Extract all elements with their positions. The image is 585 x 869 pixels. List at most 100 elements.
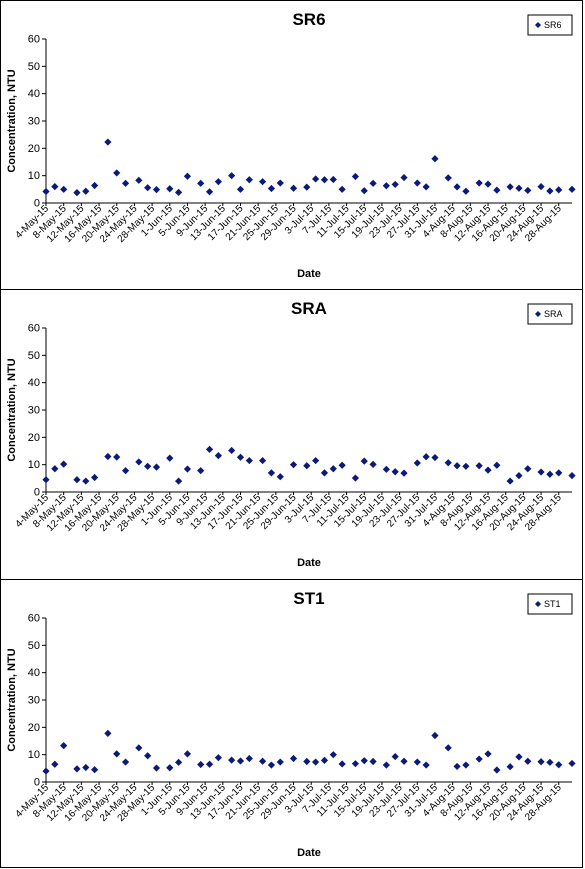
data-point-st1 [228,756,236,764]
data-point-st1 [42,767,50,775]
data-point-st1 [369,757,377,766]
data-point-sra [42,476,50,484]
y-tick-label: 20 [28,722,40,734]
data-point-st1 [175,758,183,766]
data-point-sr6 [413,179,421,187]
data-point-st1 [104,729,112,737]
data-point-st1 [214,754,222,762]
data-point-st1 [289,754,298,763]
data-point-st1 [484,750,492,758]
y-tick-label: 20 [28,432,40,444]
data-point-sra [351,474,360,482]
data-point-st1 [524,757,532,765]
data-point-sra [431,453,439,462]
data-point-sr6 [104,138,112,146]
data-point-sra [546,470,554,478]
data-point-sr6 [360,187,368,195]
y-tick-label: 30 [28,695,40,707]
data-point-sr6 [506,183,514,191]
data-point-sr6 [214,178,222,186]
chart-title: ST1 [293,589,324,608]
y-tick-label: 10 [28,749,40,761]
data-point-sr6 [144,184,152,192]
data-point-sr6 [175,188,183,196]
data-point-sra [82,477,90,485]
data-point-sra [276,473,284,481]
data-point-st1 [60,742,68,750]
data-point-sr6 [113,169,121,177]
data-point-sra [475,462,483,470]
legend-label: SRA [544,309,563,319]
chart-panel-st1: ST1 0 10 20 30 40 50 60 Concentration, NTU 4-May-… [0,579,583,868]
chart-panel-sr6: SR6 0 10 20 30 40 50 60 Concentration, NTU 4-May-… [0,0,583,290]
data-point-st1 [413,758,421,766]
data-point-sra [537,468,545,476]
legend-label: ST1 [544,599,561,609]
data-point-st1 [506,763,514,771]
data-point-sra [444,459,452,467]
data-point-st1 [197,760,205,769]
data-point-sr6 [484,180,492,188]
data-point-st1 [258,757,267,765]
data-point-sra [391,468,399,476]
legend-label: SR6 [544,20,562,30]
data-point-sra [60,460,68,468]
data-point-sr6 [537,183,545,191]
data-point-sr6 [73,189,81,197]
data-point-st1 [382,761,390,769]
chart-title: SRA [291,299,327,318]
data-point-st1 [453,762,461,771]
data-point-sr6 [369,179,377,187]
x-axis-title: Date [297,847,321,859]
data-point-sra [338,461,346,469]
chart-title: SR6 [292,10,325,29]
data-point-sra [135,458,143,466]
data-point-sr6 [338,185,346,193]
y-tick-label: 50 [28,61,40,73]
data-point-sra [166,454,174,462]
y-axis-title: Concentration, NTU [6,358,18,461]
data-point-sr6 [121,179,130,187]
data-point-sra [289,461,298,469]
data-point-st1 [351,760,360,768]
legend-box [527,593,573,615]
data-point-sra [515,472,523,480]
data-point-sra [205,445,214,453]
data-point-st1 [267,761,276,769]
data-point-st1 [144,752,152,760]
data-point-st1 [493,766,501,774]
data-point-sr6 [320,176,329,184]
data-point-sr6 [312,175,320,183]
data-point-sr6 [197,179,205,187]
data-point-st1 [51,760,59,768]
data-point-sra [506,477,514,485]
data-point-sr6 [152,186,161,194]
data-point-sr6 [546,187,554,195]
data-point-sra [493,461,501,469]
y-tick-label: 40 [28,88,40,100]
data-point-st1 [73,765,81,773]
data-point-sra [303,462,311,470]
data-point-st1 [245,754,253,763]
data-point-st1 [320,756,329,765]
y-tick-label: 60 [28,323,40,335]
y-axis-title: Concentration, NTU [6,69,18,172]
data-point-sra [183,465,192,473]
data-point-st1 [462,761,470,769]
y-tick-label: 50 [28,350,40,362]
data-point-sr6 [91,181,99,190]
data-point-st1 [121,758,130,766]
data-point-sr6 [329,175,337,184]
data-point-sra [320,469,329,477]
legend-marker [535,311,541,317]
data-point-sra [113,453,121,461]
x-axis-title: Date [297,557,321,569]
data-point-sra [91,473,99,482]
data-point-st1 [555,761,563,769]
data-point-sra [236,453,245,461]
data-point-sr6 [382,182,390,190]
data-point-sra [453,462,461,470]
data-point-sra [51,465,59,473]
